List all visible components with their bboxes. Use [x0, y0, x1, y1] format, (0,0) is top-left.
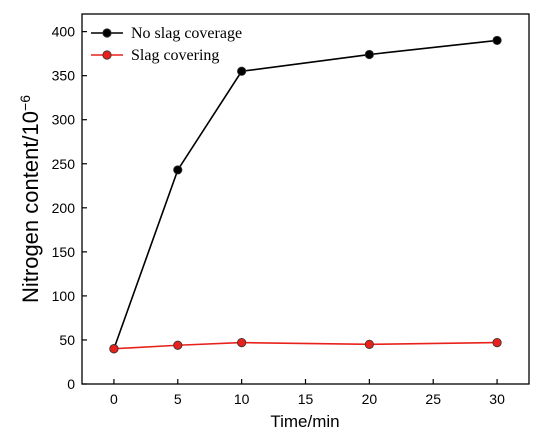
y-tick-label: 200 — [52, 200, 76, 216]
data-point-series-2 — [173, 340, 183, 350]
y-tick-label: 300 — [52, 112, 76, 128]
legend-marker — [102, 50, 112, 60]
plot-frame — [81, 13, 530, 385]
y-tick-label: 400 — [52, 24, 76, 40]
data-point-series-1 — [364, 49, 374, 60]
data-point-series-2 — [492, 337, 502, 348]
data-point-series-1 — [237, 66, 247, 76]
x-axis-ticks: 0 5 10 15 20 25 30 — [110, 379, 505, 407]
y-tick-label: 250 — [52, 156, 76, 172]
x-tick-label: 20 — [362, 391, 378, 407]
data-point-series-2 — [364, 339, 374, 349]
x-tick-label: 15 — [298, 391, 314, 407]
series-line-1 — [113, 39, 498, 350]
x-tick-label: 25 — [425, 391, 441, 407]
y-tick-label: 150 — [52, 244, 76, 260]
data-point-series-1 — [173, 165, 183, 175]
x-tick-label: 5 — [174, 391, 182, 407]
data-point-series-2 — [237, 337, 247, 348]
legend-label: No slag coverage — [131, 25, 242, 42]
y-axis-title-text: Nitrogen content/10 — [18, 111, 43, 303]
legend-label: Slag covering — [131, 47, 219, 64]
y-tick-label: 100 — [52, 288, 76, 304]
y-axis-title: Nitrogen content/10−6 — [17, 95, 43, 303]
y-tick-label: 0 — [67, 376, 75, 392]
y-tick-label: 350 — [52, 68, 76, 84]
x-axis-title: Time/min — [270, 412, 339, 431]
x-tick-label: 0 — [110, 391, 118, 407]
data-point-series-1 — [492, 35, 502, 46]
data-point-series-2 — [109, 344, 119, 354]
legend-marker — [102, 28, 112, 38]
y-tick-label: 50 — [59, 332, 75, 348]
series-line-2 — [113, 341, 498, 350]
y-axis-title-exponent: −6 — [17, 95, 33, 111]
x-tick-label: 10 — [234, 391, 250, 407]
y-axis-ticks: 0 50 100 150 200 250 300 350 400 — [52, 24, 87, 392]
series-layer — [109, 35, 502, 354]
legend: No slag coverage Slag covering — [91, 25, 242, 64]
x-tick-label: 30 — [489, 391, 505, 407]
